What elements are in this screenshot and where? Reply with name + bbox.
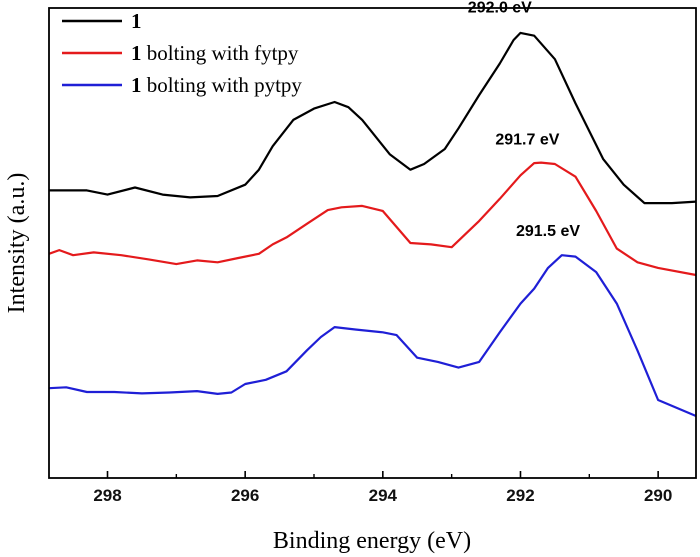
peak-label-2: 291.5 eV — [516, 223, 580, 240]
plot-frame — [48, 7, 697, 479]
legend-label: bolting with fytpy — [142, 41, 299, 65]
x-axis-title: Binding energy (eV) — [273, 528, 471, 554]
legend-entry-0: 1 — [131, 9, 142, 33]
legend-label: bolting with pytpy — [142, 73, 303, 97]
legend-entry-2: 1 bolting with pytpy — [131, 73, 302, 97]
x-tick-label: 290 — [644, 486, 672, 505]
peak-label-1: 291.7 eV — [495, 131, 559, 148]
x-tick-label: 292 — [506, 486, 534, 505]
series-layer — [48, 31, 697, 418]
series-line-2 — [48, 254, 697, 418]
legend-entry-1: 1 bolting with fytpy — [131, 41, 299, 65]
plot-background — [49, 8, 696, 478]
x-tick-label: 294 — [369, 486, 398, 505]
x-tick-label: 296 — [231, 486, 259, 505]
series-line-1 — [48, 161, 697, 277]
x-axis-ticks: 298 296 294 292 290 — [93, 471, 672, 505]
legend-compound-number: 1 — [131, 9, 142, 33]
series-line-0 — [49, 31, 697, 205]
legend-compound-number: 1 — [131, 41, 142, 65]
y-axis-title: Intensity (a.u.) — [4, 173, 30, 314]
x-tick-label: 298 — [93, 486, 121, 505]
legend-compound-number: 1 — [131, 73, 142, 97]
